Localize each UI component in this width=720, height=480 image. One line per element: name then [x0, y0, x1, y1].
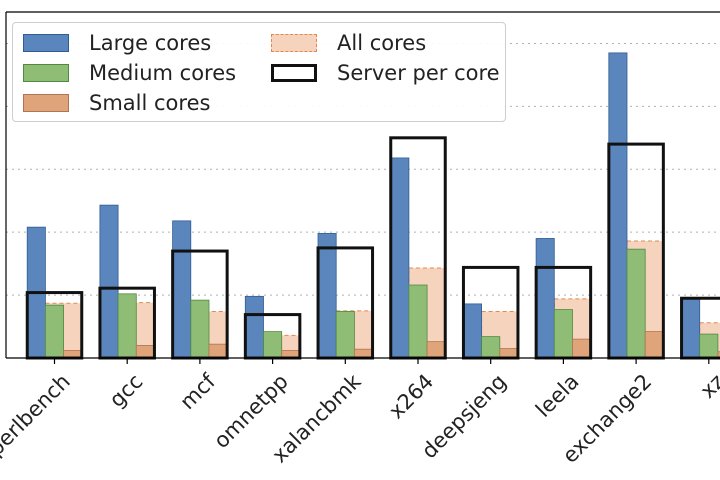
bar-group-leela	[534, 238, 593, 360]
bar-group-exchange2	[607, 52, 665, 360]
bar-medium-cores	[117, 293, 137, 359]
bar-medium-cores	[408, 284, 428, 359]
legend-label-large: Large cores	[89, 31, 212, 55]
bar-group-perlbench	[25, 226, 84, 360]
legend-swatch-all	[271, 34, 317, 52]
bar-group-gcc	[98, 204, 156, 360]
legend-item-medium: Medium cores	[23, 59, 236, 87]
legend-swatch-large	[23, 34, 69, 52]
legend-swatch-small	[23, 94, 69, 112]
bar-large-cores	[535, 238, 555, 359]
legend-label-server: Server per core	[337, 61, 500, 85]
x-tick-label: gcc	[105, 369, 148, 412]
bar-medium-cores	[263, 331, 283, 359]
bar-small-cores	[717, 351, 720, 359]
bar-group-omnetpp	[243, 295, 302, 360]
legend: Large cores Medium cores Small cores All…	[12, 22, 506, 122]
bar-large-cores	[462, 303, 482, 359]
bar-large-cores	[608, 52, 628, 359]
bar-medium-cores	[335, 311, 355, 359]
legend-swatch-medium	[23, 64, 69, 82]
legend-swatch-server	[271, 64, 317, 82]
bar-group-x264	[389, 136, 447, 360]
legend-item-server: Server per core	[271, 59, 500, 87]
bar-large-cores	[244, 295, 264, 359]
x-tick-label: leela	[531, 369, 584, 422]
x-tick-label: x264	[384, 369, 438, 423]
bar-small-cores	[644, 331, 664, 359]
bar-small-cores	[426, 341, 446, 359]
bar-small-cores	[135, 345, 155, 359]
legend-label-all: All cores	[337, 31, 427, 55]
legend-label-medium: Medium cores	[89, 61, 237, 85]
bar-group-deepsjeng	[461, 265, 520, 360]
x-tick-label: perlbench	[0, 369, 75, 460]
legend-item-all: All cores	[271, 29, 426, 57]
bar-medium-cores	[190, 299, 210, 359]
legend-item-small: Small cores	[23, 89, 210, 117]
bar-large-cores	[99, 204, 119, 359]
axes	[5, 11, 720, 359]
legend-item-large: Large cores	[23, 29, 211, 57]
bar-medium-cores	[45, 304, 65, 359]
bar-group-xz	[680, 296, 720, 360]
x-tick-label: xz	[696, 369, 720, 403]
bars	[25, 52, 720, 360]
bar-large-cores	[317, 233, 337, 359]
legend-label-small: Small cores	[89, 91, 211, 115]
bar-small-cores	[208, 343, 228, 359]
bar-medium-cores	[626, 248, 646, 359]
bar-large-cores	[390, 157, 410, 359]
bar-small-cores	[572, 338, 592, 359]
x-tick-label: mcf	[175, 369, 220, 414]
bar-medium-cores	[553, 309, 573, 359]
bar-large-cores	[172, 220, 192, 359]
bar-medium-cores	[699, 333, 719, 359]
bar-large-cores	[681, 297, 701, 359]
bar-group-xalancbmk	[316, 233, 375, 360]
bar-group-mcf	[171, 220, 229, 360]
gridlines	[6, 42, 720, 296]
bar-medium-cores	[481, 336, 501, 359]
